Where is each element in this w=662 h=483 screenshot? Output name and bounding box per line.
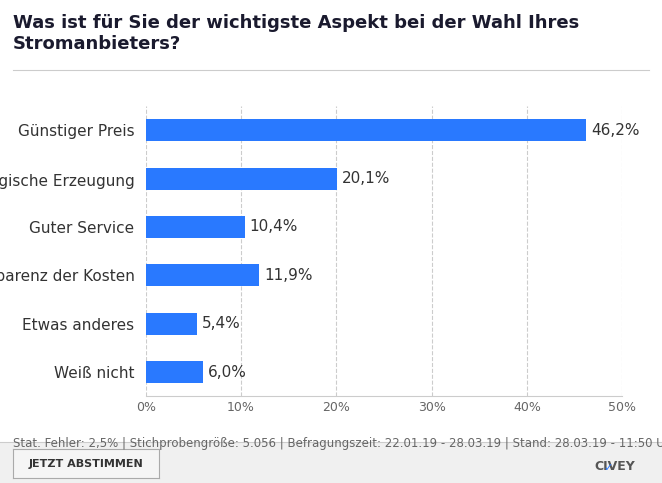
Text: 10,4%: 10,4% xyxy=(250,219,298,234)
Text: JETZT ABSTIMMEN: JETZT ABSTIMMEN xyxy=(28,459,144,469)
Bar xyxy=(146,168,337,189)
Text: Stat. Fehler: 2,5% | Stichprobengröße: 5.056 | Befragungszeit: 22.01.19 - 28.03.: Stat. Fehler: 2,5% | Stichprobengröße: 5… xyxy=(13,437,662,450)
Bar xyxy=(146,119,586,141)
Bar xyxy=(146,313,197,335)
Text: 5,4%: 5,4% xyxy=(202,316,240,331)
Text: Was ist für Sie der wichtigste Aspekt bei der Wahl Ihres Stromanbieters?: Was ist für Sie der wichtigste Aspekt be… xyxy=(13,14,579,53)
Text: 46,2%: 46,2% xyxy=(591,123,639,138)
Bar xyxy=(146,216,245,238)
Bar xyxy=(146,265,259,286)
Text: 11,9%: 11,9% xyxy=(264,268,312,283)
Text: CIVEY: CIVEY xyxy=(594,460,636,473)
Text: 20,1%: 20,1% xyxy=(342,171,391,186)
Text: ✓: ✓ xyxy=(603,463,612,473)
Text: 6,0%: 6,0% xyxy=(208,365,246,380)
Bar xyxy=(146,361,203,383)
